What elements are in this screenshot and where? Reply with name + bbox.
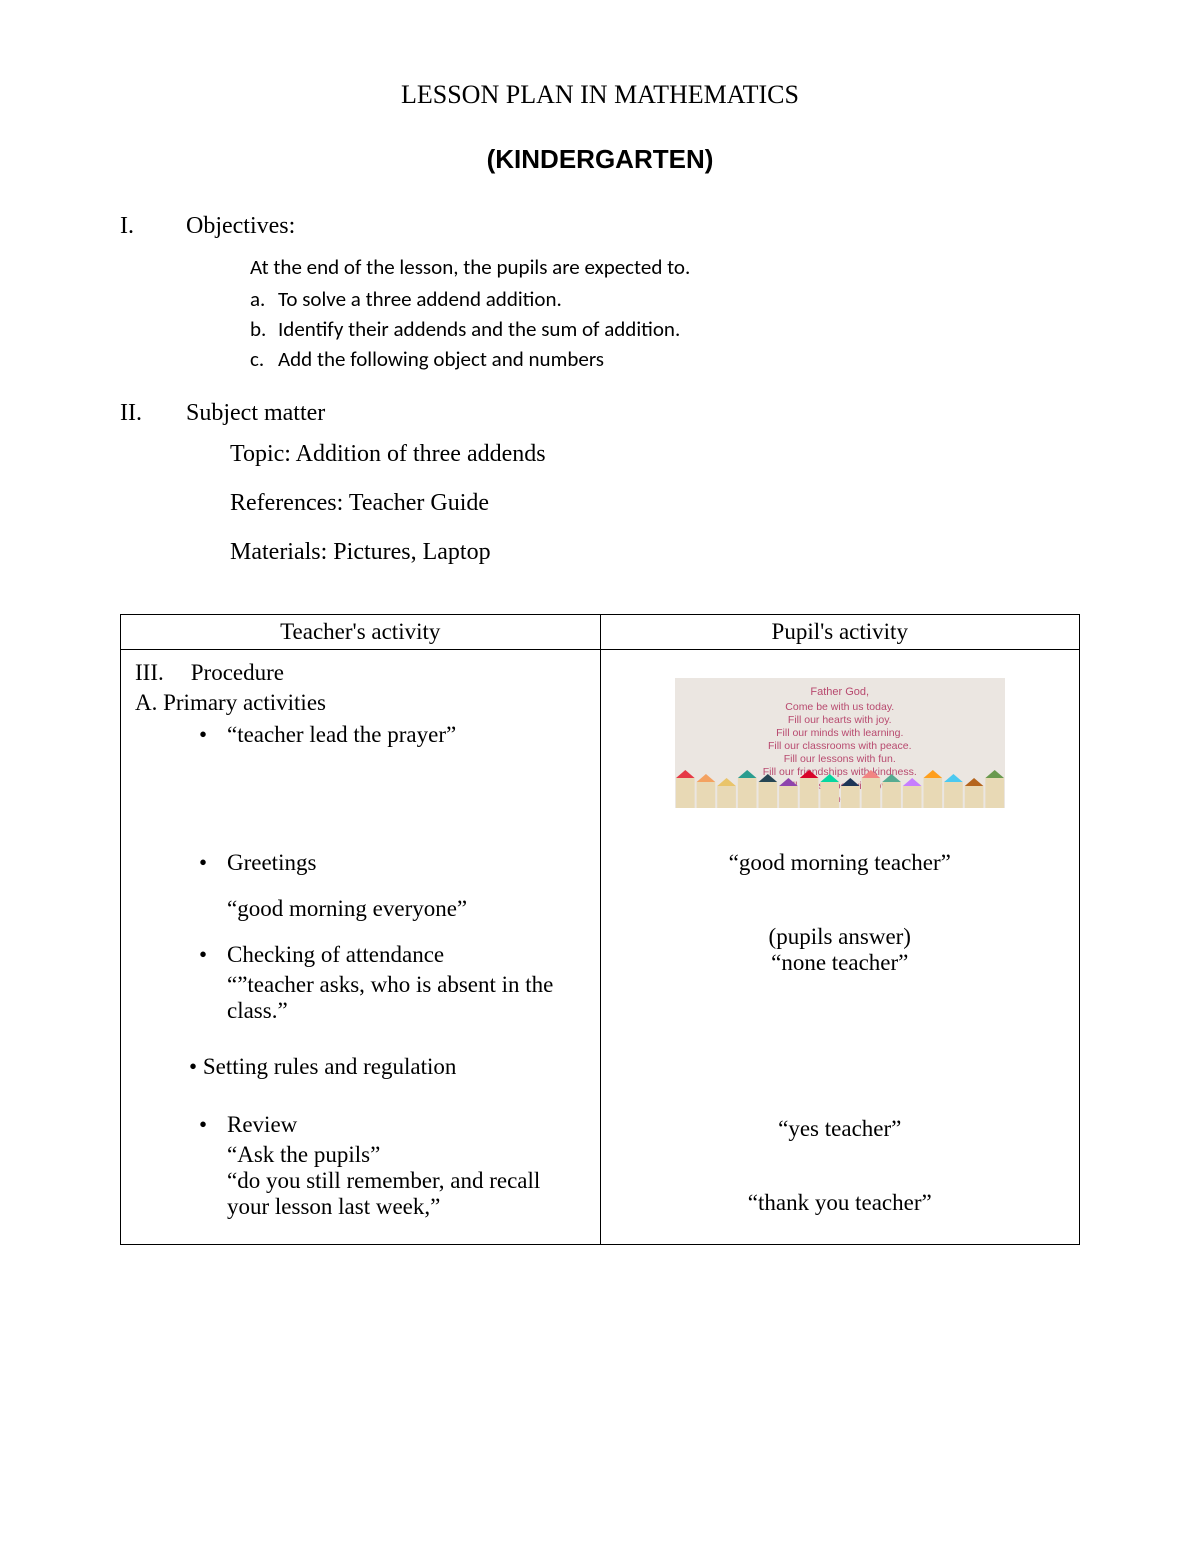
bullet-item: •Review “Ask the pupils” “do you still r… bbox=[199, 1112, 586, 1220]
rules-text: Setting rules and regulation bbox=[203, 1054, 457, 1079]
roman-numeral: III. bbox=[135, 660, 185, 686]
bullet-item: •“teacher lead the prayer” bbox=[199, 722, 586, 748]
item-text: Add the following object and numbers bbox=[278, 346, 604, 372]
greetings-quote: “good morning everyone” bbox=[227, 896, 586, 922]
bullet-icon: • bbox=[199, 722, 227, 748]
bullet-item: •Checking of attendance “”teacher asks, … bbox=[199, 942, 586, 1024]
section-label: Objectives: bbox=[186, 213, 295, 239]
item-letter: b. bbox=[250, 316, 278, 342]
prayer-line: Come be with us today. bbox=[675, 701, 1005, 714]
prayer-text: “teacher lead the prayer” bbox=[227, 722, 586, 748]
subject-heading: II. Subject matter bbox=[120, 400, 1080, 427]
pupil-greeting: “good morning teacher” bbox=[615, 850, 1066, 876]
attendance-label: Checking of attendance bbox=[227, 942, 586, 968]
topic-line: Topic: Addition of three addends bbox=[230, 441, 1080, 468]
bullet-icon: • bbox=[199, 850, 227, 876]
prayer-line: Fill our classrooms with peace. bbox=[675, 740, 1005, 753]
bullet-icon: • bbox=[199, 942, 227, 968]
teacher-column: III. Procedure A. Primary activities •“t… bbox=[121, 650, 601, 1244]
objectives-heading: I. Objectives: bbox=[120, 213, 1080, 240]
roman-numeral: I. bbox=[120, 213, 180, 240]
list-item: a.To solve a three addend addition. bbox=[250, 286, 1080, 312]
list-item: b.Identify their addends and the sum of … bbox=[250, 316, 1080, 342]
prayer-card-image: Father God, Come be with us today. Fill … bbox=[675, 678, 1005, 808]
list-item: c.Add the following object and numbers bbox=[250, 346, 1080, 372]
item-letter: a. bbox=[250, 286, 278, 312]
bullet-icon: • bbox=[199, 1112, 227, 1138]
subject-details: Topic: Addition of three addends Referen… bbox=[230, 441, 1080, 566]
objectives-list: a.To solve a three addend addition. b.Id… bbox=[250, 286, 1080, 372]
item-text: To solve a three addend addition. bbox=[278, 286, 562, 312]
review-quote-2: “do you still remember, and recall your … bbox=[227, 1168, 586, 1220]
attendance-quote: “”teacher asks, who is absent in the cla… bbox=[227, 972, 586, 1024]
item-letter: c. bbox=[250, 346, 278, 372]
prayer-line: Fill our hearts with joy. bbox=[675, 714, 1005, 727]
prayer-title: Father God, bbox=[675, 686, 1005, 700]
references-line: References: Teacher Guide bbox=[230, 490, 1080, 517]
header-pupil: Pupil's activity bbox=[601, 615, 1080, 649]
section-label: Subject matter bbox=[186, 400, 325, 426]
pupil-none: “none teacher” bbox=[615, 950, 1066, 976]
document-subtitle: (KINDERGARTEN) bbox=[120, 144, 1080, 175]
roman-numeral: II. bbox=[120, 400, 180, 427]
pupil-column: Father God, Come be with us today. Fill … bbox=[601, 650, 1080, 1244]
pupil-yes: “yes teacher” bbox=[615, 1116, 1066, 1142]
prayer-line: Fill our lessons with fun. bbox=[675, 753, 1005, 766]
pupil-thank: “thank you teacher” bbox=[615, 1190, 1066, 1216]
document-title: LESSON PLAN IN MATHEMATICS bbox=[120, 80, 1080, 110]
procedure-label: Procedure bbox=[191, 660, 284, 685]
pencils-icon bbox=[675, 768, 1005, 808]
pupil-answer-label: (pupils answer) bbox=[615, 924, 1066, 950]
objectives-intro: At the end of the lesson, the pupils are… bbox=[250, 254, 1080, 280]
bullet-item: •Greetings bbox=[199, 850, 586, 876]
activity-table: Teacher's activity Pupil's activity III.… bbox=[120, 614, 1080, 1245]
table-body: III. Procedure A. Primary activities •“t… bbox=[121, 650, 1079, 1244]
primary-activities-label: A. Primary activities bbox=[135, 690, 586, 716]
item-text: Identify their addends and the sum of ad… bbox=[278, 316, 680, 342]
materials-line: Materials: Pictures, Laptop bbox=[230, 539, 1080, 566]
review-label: Review bbox=[227, 1112, 586, 1138]
table-header: Teacher's activity Pupil's activity bbox=[121, 615, 1079, 650]
prayer-line: Fill our minds with learning. bbox=[675, 727, 1005, 740]
header-teacher: Teacher's activity bbox=[121, 615, 601, 649]
bullet-item: • Setting rules and regulation bbox=[189, 1054, 586, 1080]
greetings-label: Greetings bbox=[227, 850, 586, 876]
procedure-heading: III. Procedure bbox=[135, 660, 586, 686]
review-quote-1: “Ask the pupils” bbox=[227, 1142, 586, 1168]
bullet-icon: • bbox=[189, 1054, 203, 1079]
